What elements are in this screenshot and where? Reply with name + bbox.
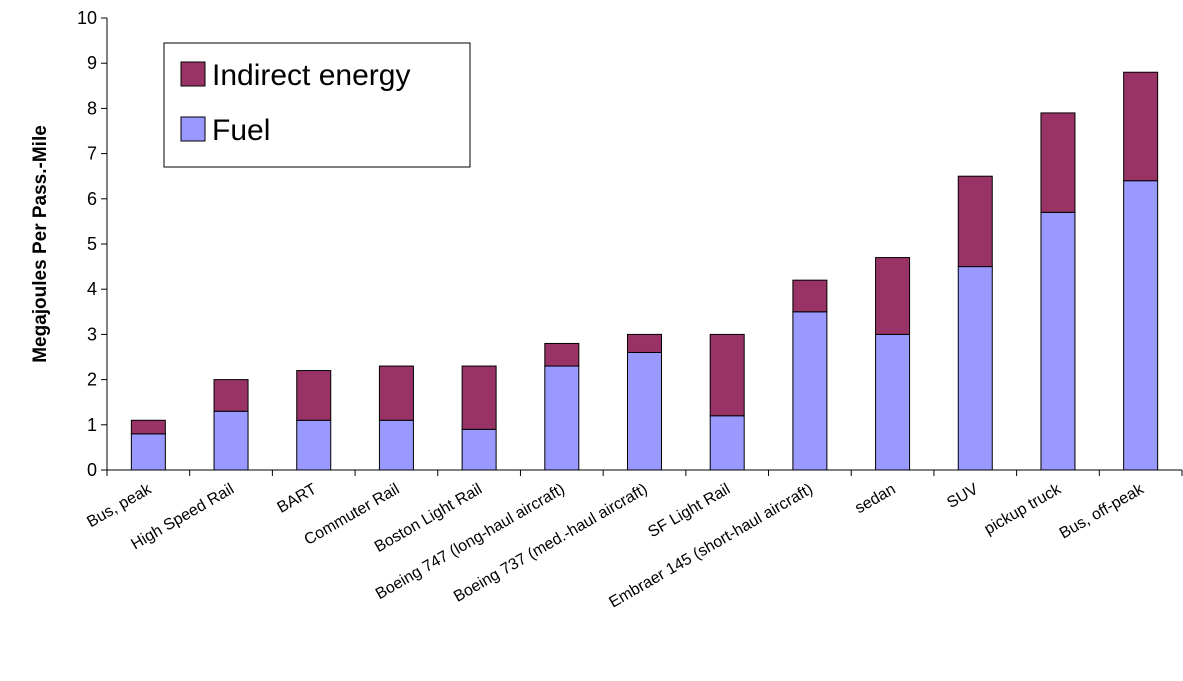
y-tick-label: 1: [87, 415, 97, 435]
bar-segment-fuel: [296, 419, 332, 471]
bar-segment-indirect-energy: [213, 379, 249, 412]
y-axis-label: Megajoules Per Pass.-Mile: [30, 125, 51, 363]
y-tick-label: 0: [87, 460, 97, 480]
bar-segment-fuel: [709, 415, 745, 471]
bar-segment-fuel: [957, 266, 993, 471]
y-tick-labels: 0 1 2 3 4 5 6 7 8 9 10: [77, 8, 97, 480]
legend-swatch-fuel: [180, 116, 206, 142]
y-tick-label: 4: [87, 279, 97, 299]
y-tick-label: 8: [87, 98, 97, 118]
bar-segment-indirect-energy: [957, 175, 993, 268]
bar-segment-indirect-energy: [1123, 71, 1159, 182]
legend-box: [163, 42, 471, 168]
bar-segment-fuel: [792, 311, 828, 471]
bar-segment-fuel: [627, 351, 662, 471]
y-tick-label: 2: [87, 370, 97, 390]
y-tick-label: 10: [77, 8, 97, 28]
x-tick-label: SUV: [944, 481, 981, 512]
bar-segment-fuel: [875, 333, 911, 471]
x-tick-label: BART: [275, 481, 320, 517]
bar-segment-indirect-energy: [1040, 112, 1076, 213]
bar-segment-indirect-energy: [792, 279, 828, 313]
y-tick-label: 9: [87, 53, 97, 73]
x-tick-label: Bus, peak: [84, 480, 155, 531]
bar-segment-fuel: [213, 410, 249, 471]
bar-segment-indirect-energy: [378, 365, 414, 421]
legend-swatch-indirect-energy: [180, 61, 206, 87]
bar-segment-indirect-energy: [130, 419, 166, 435]
bars: [130, 71, 1159, 471]
y-tick-label: 7: [87, 144, 97, 164]
legend-label-indirect-energy: Indirect energy: [212, 59, 410, 92]
bar-segment-fuel: [461, 428, 497, 471]
bar-segment-indirect-energy: [875, 257, 911, 335]
bar-segment-indirect-energy: [627, 333, 662, 353]
x-tick-label: sedan: [852, 481, 898, 518]
bar-segment-indirect-energy: [544, 342, 580, 367]
y-tick-label: 6: [87, 189, 97, 209]
bar-segment-fuel: [378, 419, 414, 471]
bar-segment-fuel: [544, 365, 580, 471]
bar-segment-fuel: [1123, 180, 1159, 471]
legend-label-fuel: Fuel: [212, 114, 270, 147]
legend: Indirect energy Fuel: [163, 42, 471, 168]
bar-segment-indirect-energy: [296, 370, 332, 421]
x-tick-label: Bus, off-peak: [1057, 480, 1148, 542]
y-tick-label: 3: [87, 324, 97, 344]
x-tick-label: pickup truck: [982, 480, 1065, 538]
bar-segment-fuel: [130, 433, 166, 471]
bar-segment-indirect-energy: [461, 365, 497, 430]
bar-segment-indirect-energy: [709, 333, 745, 417]
bar-segment-fuel: [1040, 211, 1076, 471]
y-axis-label-group: Megajoules Per Pass.-Mile: [30, 125, 51, 363]
y-tick-label: 5: [87, 234, 97, 254]
